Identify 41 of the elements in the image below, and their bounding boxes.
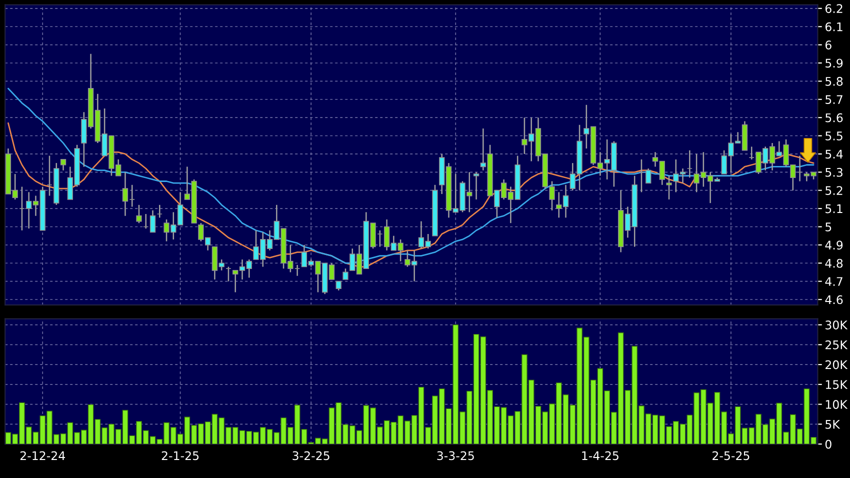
y-tick-label: 4.6 (825, 295, 843, 304)
candlestick (686, 150, 692, 178)
y-tick-label: 15K (826, 380, 848, 390)
y-tick-label: 5.5 (826, 132, 842, 140)
x-tick-label: 2-12-24 (20, 451, 65, 460)
candlestick (342, 268, 348, 280)
y-tick-label: 5.4 (826, 150, 843, 159)
y-tick-label: 25K (826, 340, 848, 350)
candlestick (336, 280, 342, 292)
candlestick (136, 204, 142, 224)
y-tick-label: 5.7 (826, 95, 842, 104)
x-tick-label: 3-3-25 (437, 451, 474, 460)
y-tick-label: 6.1 (825, 22, 842, 32)
y-tick-label: 20K (826, 360, 848, 370)
y-tick-label: 5.9 (826, 58, 843, 68)
candlestick (796, 155, 803, 182)
y-tick-label: 6.2 (825, 4, 842, 14)
y-tick-label: 5.8 (826, 76, 843, 86)
y-tick-label: 10K (826, 400, 848, 409)
y-tick-label: 5.6 (826, 113, 843, 122)
x-tick-label: 3-2-25 (292, 451, 330, 460)
y-tick-label: 6 (825, 40, 832, 50)
x-tick-label: 2-5-25 (712, 451, 750, 460)
x-tick-label: 1-4-25 (582, 451, 618, 460)
y-tick-label: 4.7 (825, 277, 842, 286)
candlestick (156, 204, 162, 218)
y-tick-label: 0 (825, 440, 832, 449)
candlestick (666, 175, 672, 200)
y-tick-label: 4.9 (825, 240, 843, 250)
candlestick (226, 266, 232, 282)
y-tick-label: 5.1 (826, 204, 842, 214)
candlestick (294, 264, 300, 276)
y-tick-label: 5.3 (826, 168, 842, 177)
candlestick (473, 172, 480, 200)
y-tick-label: 5 (826, 222, 832, 232)
y-tick-label: 5K (826, 420, 840, 429)
y-tick-label: 30K (826, 320, 848, 330)
candlestick (60, 158, 66, 171)
y-tick-label: 5.2 (826, 186, 842, 195)
x-tick-label: 2-1-25 (162, 451, 199, 460)
y-tick-label: 4.8 (825, 258, 843, 268)
